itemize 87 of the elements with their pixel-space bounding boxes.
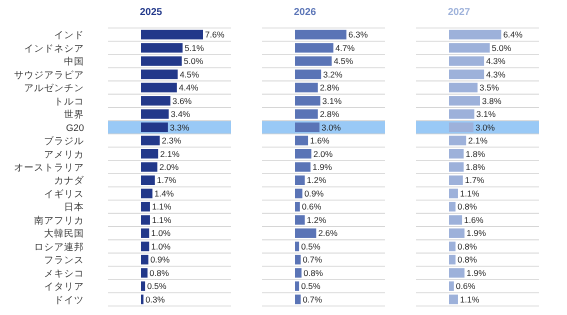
data-label: 3.5% xyxy=(480,82,500,93)
data-label: 2.1% xyxy=(160,148,180,159)
chart-title: 2027 xyxy=(448,7,471,18)
data-label: 0.3% xyxy=(145,294,166,304)
data-label: 5.0% xyxy=(492,42,512,53)
data-label: 0.8% xyxy=(458,241,478,252)
y-tick-label: イギリス xyxy=(44,188,84,200)
data-label: 6.4% xyxy=(503,30,524,40)
data-label: 4.3% xyxy=(486,69,506,80)
data-label: 0.6% xyxy=(302,202,322,212)
data-label: 1.1% xyxy=(152,214,172,225)
data-label: 1.4% xyxy=(154,188,174,198)
data-label: 1.1% xyxy=(460,294,480,304)
data-label: 3.2% xyxy=(323,69,343,80)
data-label: 4.3% xyxy=(486,56,506,66)
data-label: 0.5% xyxy=(301,241,321,252)
data-label: 1.9% xyxy=(466,228,486,238)
data-label: 1.7% xyxy=(156,175,177,186)
y-tick-label: アルゼンチン xyxy=(24,83,84,94)
data-label: 2.0% xyxy=(313,148,334,159)
data-label: 0.8% xyxy=(150,268,170,278)
y-tick-label: イタリア xyxy=(44,282,84,293)
data-label: 7.6% xyxy=(205,30,225,40)
chart-title: 2025 xyxy=(140,7,163,18)
data-label: 3.6% xyxy=(172,96,192,106)
data-label: 4.5% xyxy=(180,69,200,80)
data-label: 1.2% xyxy=(306,214,327,225)
data-label: 0.6% xyxy=(456,281,476,292)
y-tick-label: アメリカ xyxy=(44,149,84,160)
y-tick-label: オーストラリア xyxy=(14,162,84,174)
data-label: 0.9% xyxy=(150,254,170,265)
data-label: 3.3% xyxy=(170,122,190,132)
y-tick-label: 日本 xyxy=(64,201,84,214)
data-label: 1.8% xyxy=(466,148,486,159)
y-tick-label: 世界 xyxy=(64,108,84,121)
data-label: 3.4% xyxy=(170,109,191,120)
data-label: 0.5% xyxy=(147,281,167,292)
y-tick-label: インド xyxy=(54,30,84,42)
y-tick-label: フランス xyxy=(44,255,84,266)
data-label: 0.8% xyxy=(458,202,478,212)
y-tick-label: メキシコ xyxy=(44,268,84,280)
data-label: 0.5% xyxy=(301,281,321,292)
y-tick-label: ロシア連邦 xyxy=(34,240,84,253)
data-label: 1.8% xyxy=(466,162,486,172)
y-tick-label: サウジアラビア xyxy=(14,70,84,81)
data-label: 0.8% xyxy=(458,254,478,265)
data-label: 3.1% xyxy=(476,109,496,120)
y-tick-label: カナダ xyxy=(54,174,85,187)
data-label: 2.8% xyxy=(320,109,340,120)
data-label: 1.2% xyxy=(306,175,327,186)
data-label: 3.0% xyxy=(321,122,342,132)
data-label: 1.9% xyxy=(312,162,332,172)
data-label: 5.0% xyxy=(184,56,204,66)
y-tick-label: 中国 xyxy=(64,56,84,68)
data-label: 0.7% xyxy=(302,254,323,265)
data-label: 0.9% xyxy=(304,188,324,198)
data-label: 1.0% xyxy=(151,241,171,252)
y-tick-label: 大韓民国 xyxy=(44,228,84,240)
data-label: 3.1% xyxy=(322,96,342,106)
data-label: 1.1% xyxy=(460,188,480,198)
data-label: 3.8% xyxy=(482,96,502,106)
data-label: 1.6% xyxy=(464,214,484,225)
data-label: 1.6% xyxy=(310,136,330,146)
data-label: 1.1% xyxy=(152,202,172,212)
data-label: 1.7% xyxy=(464,175,485,186)
data-label: 1.0% xyxy=(151,228,171,238)
data-label: 1.9% xyxy=(466,268,486,278)
data-label: 4.4% xyxy=(178,82,199,93)
data-label: 3.0% xyxy=(475,122,496,132)
y-tick-label: ブラジル xyxy=(44,135,84,148)
data-label: 6.3% xyxy=(348,30,368,40)
data-label: 5.1% xyxy=(184,42,204,53)
data-label: 0.7% xyxy=(302,294,323,304)
data-label: 4.7% xyxy=(335,42,356,53)
y-tick-label: G20 xyxy=(66,122,84,134)
y-tick-label: トルコ xyxy=(54,96,84,108)
y-tick-label: ドイツ xyxy=(54,294,84,306)
data-label: 2.6% xyxy=(318,228,338,238)
chart-title: 2026 xyxy=(294,7,317,18)
data-label: 2.3% xyxy=(162,136,182,146)
y-tick-label: 南アフリカ xyxy=(34,214,84,226)
data-label: 2.1% xyxy=(468,136,488,146)
data-label: 2.0% xyxy=(159,162,180,172)
y-tick-label: インドネシア xyxy=(24,43,84,54)
data-label: 0.8% xyxy=(304,268,324,278)
data-label: 2.8% xyxy=(320,82,340,93)
data-label: 4.5% xyxy=(334,56,354,66)
